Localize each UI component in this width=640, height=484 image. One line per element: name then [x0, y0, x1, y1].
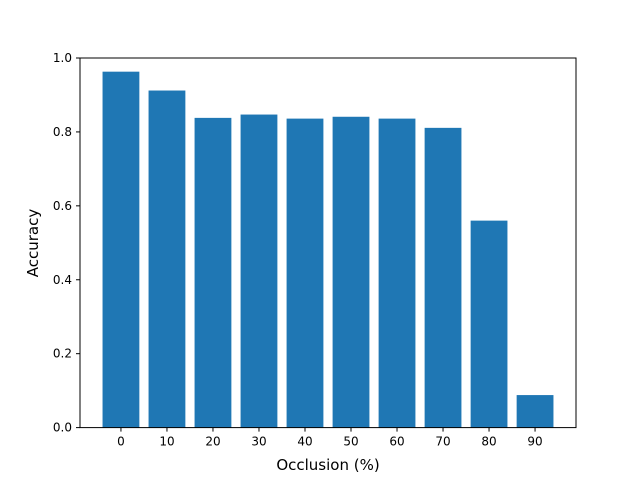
- bar-0: [102, 71, 140, 428]
- bar-10: [148, 90, 186, 428]
- y-tick-label: 1.0: [53, 51, 72, 65]
- bar-50: [332, 116, 370, 428]
- x-tick-label: 0: [117, 435, 125, 449]
- bar-80: [470, 220, 508, 428]
- bar-90: [516, 395, 554, 428]
- y-axis-ticks: 0.0 0.2 0.4 0.6 0.8 1.0: [53, 51, 80, 435]
- x-axis-ticks: 0 10 20 30 40 50 60 70 80 90: [117, 427, 543, 449]
- x-tick-label: 20: [205, 435, 220, 449]
- y-tick-label: 0.8: [53, 125, 72, 139]
- bar-40: [286, 118, 324, 428]
- x-tick-label: 60: [389, 435, 404, 449]
- x-tick-label: 90: [527, 435, 542, 449]
- y-tick-label: 0.4: [53, 273, 72, 287]
- y-tick-label: 0.0: [53, 421, 72, 435]
- x-tick-label: 80: [481, 435, 496, 449]
- bar-30: [240, 114, 278, 428]
- x-tick-label: 10: [159, 435, 174, 449]
- bars-group: [102, 71, 554, 428]
- y-axis-label: Accuracy: [24, 209, 42, 278]
- bar-20: [194, 117, 232, 428]
- plot-frame: [79, 57, 577, 429]
- x-tick-label: 40: [297, 435, 312, 449]
- x-tick-label: 30: [251, 435, 266, 449]
- x-tick-label: 70: [435, 435, 450, 449]
- bar-60: [378, 118, 416, 428]
- y-tick-label: 0.2: [53, 347, 72, 361]
- bar-70: [424, 127, 462, 428]
- x-tick-label: 50: [343, 435, 358, 449]
- y-tick-label: 0.6: [53, 199, 72, 213]
- x-axis-label: Occlusion (%): [276, 456, 379, 474]
